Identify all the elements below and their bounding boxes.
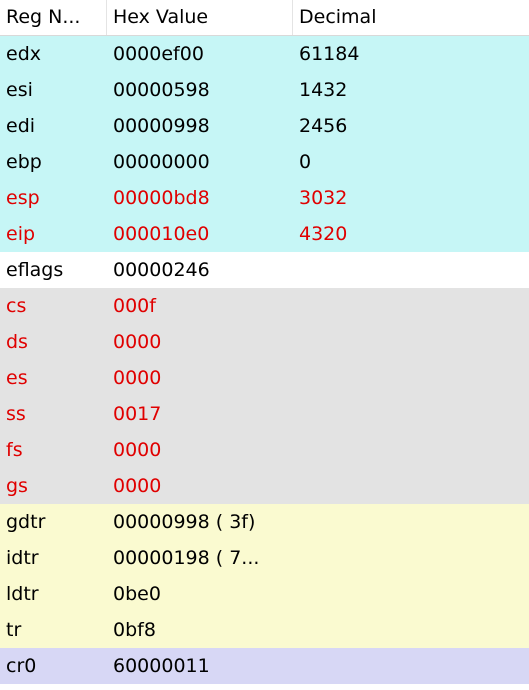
register-name: ebp bbox=[6, 151, 42, 173]
register-row-cr0[interactable]: cr0 60000011 bbox=[0, 648, 529, 684]
register-name: eflags bbox=[6, 259, 64, 281]
register-rows: edx 0000ef00 61184 esi 00000598 1432 edi 000009… bbox=[0, 36, 529, 684]
register-name: gs bbox=[6, 475, 28, 497]
register-row-ss[interactable]: ss 0017 bbox=[0, 396, 529, 432]
register-row-gs[interactable]: gs 0000 bbox=[0, 468, 529, 504]
column-header-register-name[interactable]: Reg N... bbox=[0, 0, 107, 35]
register-hex-value: 0000 bbox=[113, 475, 162, 497]
register-decimal-value: 1432 bbox=[299, 79, 348, 101]
register-name: idtr bbox=[6, 547, 39, 569]
register-decimal-value: 0 bbox=[299, 151, 312, 173]
register-name: eip bbox=[6, 223, 36, 245]
register-name: cr0 bbox=[6, 655, 37, 677]
register-name: esp bbox=[6, 187, 40, 209]
register-row-es[interactable]: es 0000 bbox=[0, 360, 529, 396]
register-decimal-value: 3032 bbox=[299, 187, 348, 209]
register-hex-value: 0bf8 bbox=[113, 619, 156, 641]
register-name: gdtr bbox=[6, 511, 46, 533]
register-row-fs[interactable]: fs 0000 bbox=[0, 432, 529, 468]
register-row-cs[interactable]: cs 000f bbox=[0, 288, 529, 324]
register-row-esp[interactable]: esp 00000bd8 3032 bbox=[0, 180, 529, 216]
register-hex-value: 00000000 bbox=[113, 151, 210, 173]
register-name: tr bbox=[6, 619, 22, 641]
register-name: esi bbox=[6, 79, 33, 101]
register-row-idtr[interactable]: idtr 00000198 ( 7... bbox=[0, 540, 529, 576]
register-row-edx[interactable]: edx 0000ef00 61184 bbox=[0, 36, 529, 72]
register-row-ebp[interactable]: ebp 00000000 0 bbox=[0, 144, 529, 180]
register-row-eflags[interactable]: eflags 00000246 bbox=[0, 252, 529, 288]
register-hex-value: 00000bd8 bbox=[113, 187, 210, 209]
register-name: ds bbox=[6, 331, 28, 353]
register-decimal-value: 2456 bbox=[299, 115, 348, 137]
column-header-hex-value[interactable]: Hex Value bbox=[107, 0, 293, 35]
register-name: ldtr bbox=[6, 583, 39, 605]
register-row-tr[interactable]: tr 0bf8 bbox=[0, 612, 529, 648]
register-row-eip[interactable]: eip 000010e0 4320 bbox=[0, 216, 529, 252]
register-name: cs bbox=[6, 295, 27, 317]
register-name: ss bbox=[6, 403, 26, 425]
register-hex-value: 00000998 bbox=[113, 115, 210, 137]
column-header-decimal[interactable]: Decimal bbox=[299, 6, 377, 28]
register-name: edi bbox=[6, 115, 36, 137]
register-hex-value: 0017 bbox=[113, 403, 162, 425]
register-row-esi[interactable]: esi 00000598 1432 bbox=[0, 72, 529, 108]
register-row-edi[interactable]: edi 00000998 2456 bbox=[0, 108, 529, 144]
register-hex-value: 000010e0 bbox=[113, 223, 210, 245]
register-hex-value: 000f bbox=[113, 295, 156, 317]
register-row-ds[interactable]: ds 0000 bbox=[0, 324, 529, 360]
register-hex-value: 00000246 bbox=[113, 259, 210, 281]
register-hex-value: 00000198 ( 7... bbox=[113, 547, 260, 569]
register-hex-value: 0000ef00 bbox=[113, 43, 204, 65]
register-hex-value: 00000998 ( 3f) bbox=[113, 511, 256, 533]
register-hex-value: 0000 bbox=[113, 367, 162, 389]
register-name: es bbox=[6, 367, 28, 389]
register-name: edx bbox=[6, 43, 41, 65]
register-decimal-value: 4320 bbox=[299, 223, 348, 245]
register-name: fs bbox=[6, 439, 23, 461]
register-row-gdtr[interactable]: gdtr 00000998 ( 3f) bbox=[0, 504, 529, 540]
register-hex-value: 00000598 bbox=[113, 79, 210, 101]
register-hex-value: 60000011 bbox=[113, 655, 210, 677]
register-hex-value: 0000 bbox=[113, 331, 162, 353]
register-row-ldtr[interactable]: ldtr 0be0 bbox=[0, 576, 529, 612]
register-hex-value: 0be0 bbox=[113, 583, 161, 605]
register-decimal-value: 61184 bbox=[299, 43, 360, 65]
register-hex-value: 0000 bbox=[113, 439, 162, 461]
table-header: Reg N... Hex Value Decimal bbox=[0, 0, 529, 36]
